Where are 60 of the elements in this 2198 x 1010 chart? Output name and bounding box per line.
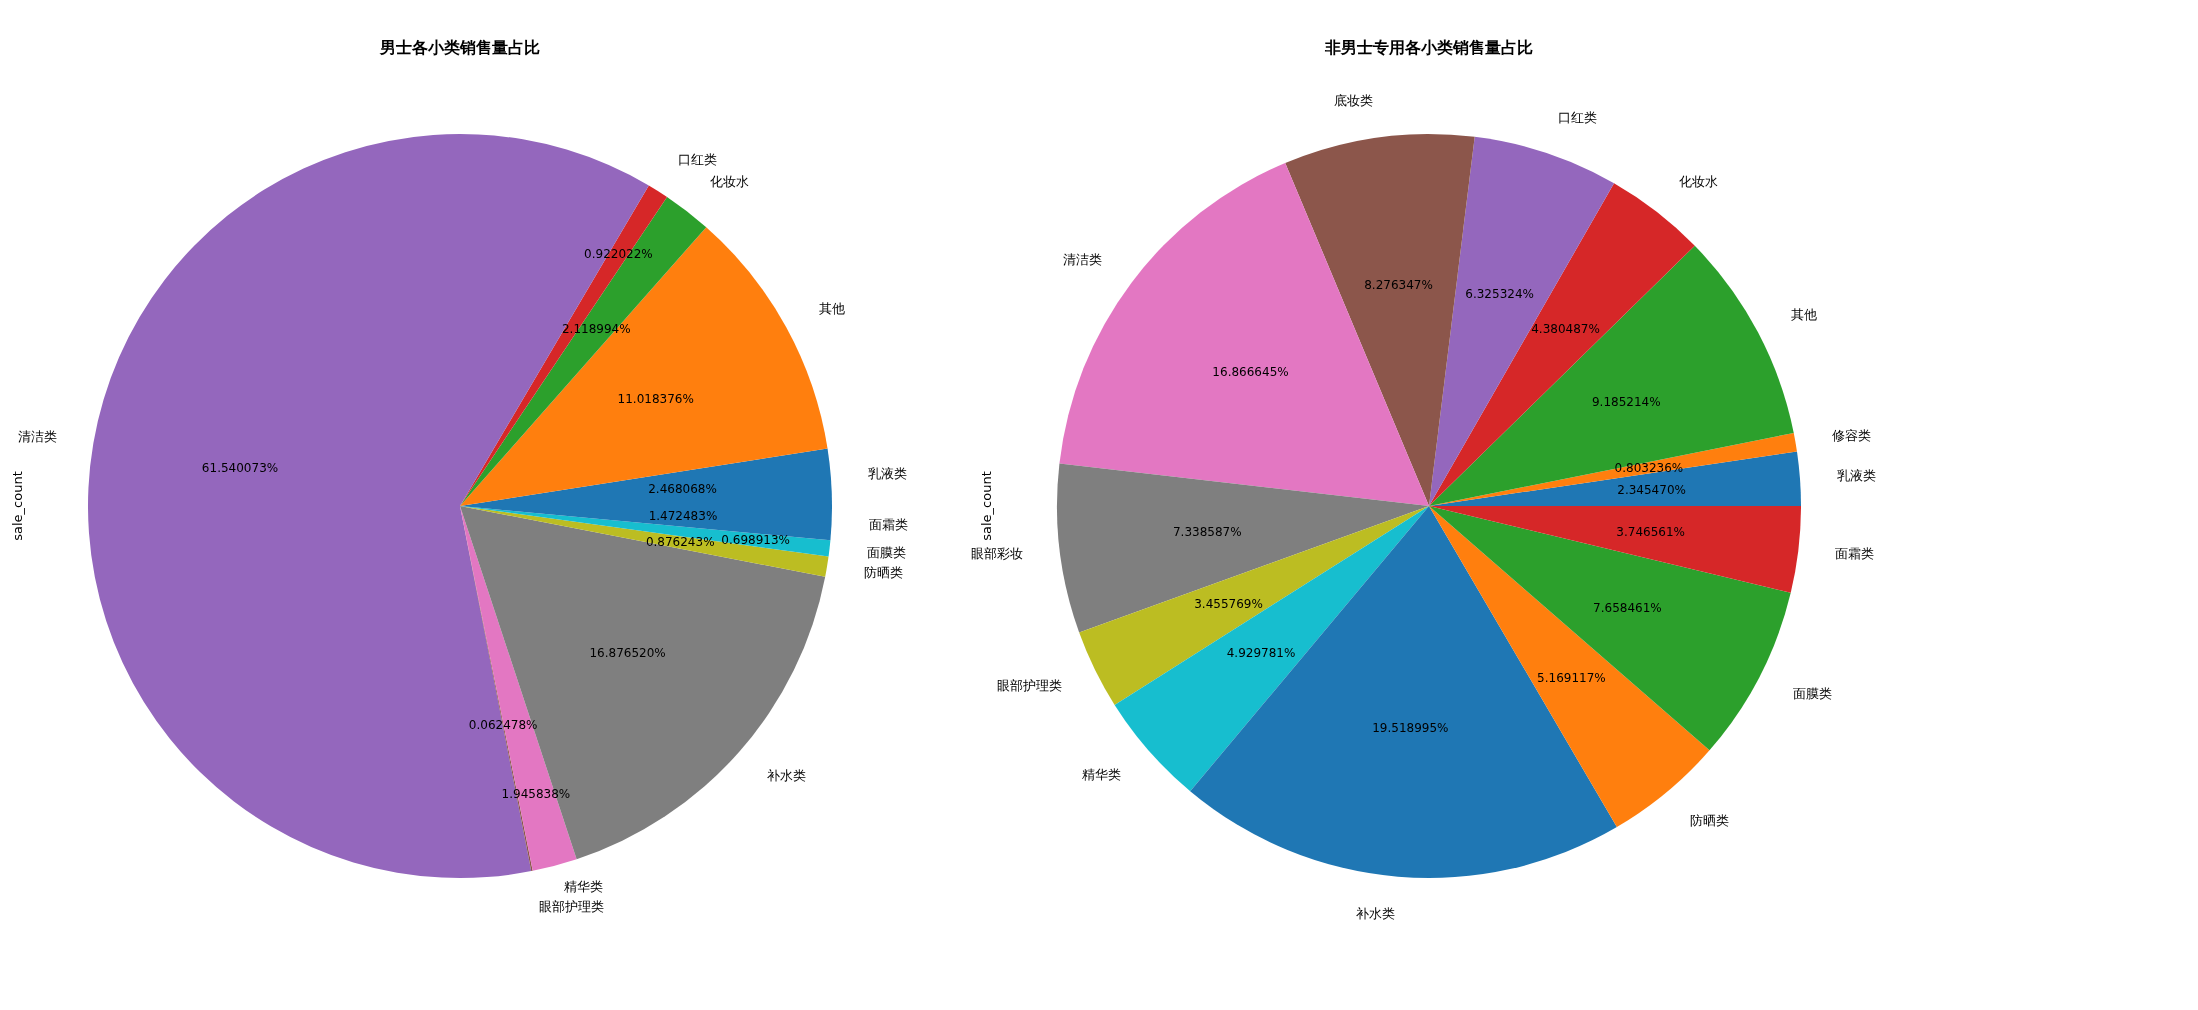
pie-slice (1429, 451, 1801, 506)
slice-label: 其他 (818, 301, 845, 317)
data-label: 7.338587% (1172, 524, 1242, 539)
slice-label: 乳液类 (1837, 467, 1877, 483)
data-label: 1.945838% (501, 786, 571, 801)
slice-label: 面膜类 (1792, 685, 1832, 701)
chart-title: 男士各小类销售量占比 (379, 38, 540, 57)
text: sale_count (979, 471, 994, 541)
chart-title: 非男士专用各小类销售量占比 (1324, 38, 1533, 57)
slice-label: 清洁类 (17, 428, 57, 444)
pie-slice (1429, 432, 1797, 506)
pie-slice (460, 506, 829, 577)
data-label: 2.345470% (1617, 482, 1686, 497)
slice-label: 面膜类 (866, 544, 906, 560)
data-label: 11.018376% (617, 391, 694, 406)
data-label: 2.468068% (648, 481, 717, 496)
slice-label: 修容类 (1832, 427, 1872, 443)
pie-slice (1079, 506, 1429, 705)
data-label: 8.276347% (1364, 277, 1433, 292)
slice-label: 面霜类 (1835, 546, 1875, 562)
slice-label: 眼部彩妆 (970, 545, 1023, 561)
slice-label: 化妆水 (1679, 174, 1719, 190)
data-label: 6.325324% (1465, 287, 1534, 302)
slice-label: 口红类 (677, 151, 717, 167)
slice-label: 精华类 (1082, 767, 1122, 783)
data-label: 19.518995% (1372, 721, 1449, 736)
slice-label: 补水类 (1355, 905, 1395, 921)
data-label: 16.866645% (1212, 364, 1289, 379)
slice-label: 眼部护理类 (996, 678, 1062, 693)
slice-label: 清洁类 (1062, 252, 1102, 268)
slice-label: 面霜类 (868, 516, 908, 532)
pie-slice (1057, 463, 1429, 633)
data-label: 1.472483% (648, 509, 718, 524)
data-label: 4.929781% (1226, 645, 1296, 660)
pie-slice (460, 506, 826, 860)
slice-label: 补水类 (767, 768, 807, 784)
data-label: 5.169117% (1537, 670, 1606, 685)
pie-slice (460, 506, 577, 871)
slice-label: 眼部护理类 (539, 899, 605, 915)
data-label: 9.185214% (1591, 394, 1661, 409)
data-label: 0.876243% (645, 535, 715, 550)
slice-label: 精华类 (564, 878, 604, 894)
data-label: 4.380487% (1531, 322, 1600, 337)
data-label: 0.922022% (584, 247, 653, 262)
slice-label: 底妆类 (1334, 92, 1374, 108)
pie-slice (1429, 506, 1801, 593)
data-label: 0.062478% (468, 717, 538, 732)
data-label: 3.455769% (1194, 597, 1263, 612)
data-label: 16.876520% (589, 646, 666, 661)
slice-label: 化妆水 (709, 173, 749, 189)
text: sale_count (10, 471, 25, 541)
slice-label: 口红类 (1558, 109, 1598, 125)
data-label: 0.698913% (721, 532, 790, 547)
data-label: 61.540073% (201, 461, 279, 476)
data-label: 7.658461% (1593, 601, 1662, 616)
slice-label: 乳液类 (867, 466, 907, 482)
slice-label: 其他 (1790, 306, 1817, 322)
data-label: 3.746561% (1616, 525, 1685, 540)
slice-label: 防晒类 (863, 564, 903, 580)
slice-label: 防晒类 (1690, 813, 1730, 829)
